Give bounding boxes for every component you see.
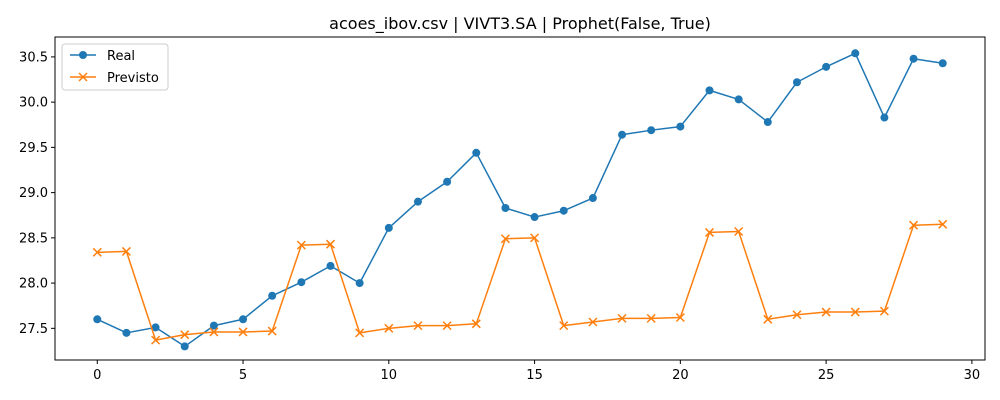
chart-title: acoes_ibov.csv | VIVT3.SA | Prophet(Fals… [329,14,711,34]
y-tick-label: 28.5 [19,231,48,246]
x-tick-label: 5 [239,368,247,383]
axes-frame [54,36,986,361]
data-point-previsto [763,314,773,324]
data-point-real [792,78,801,87]
x-tick-label: 0 [93,368,101,383]
data-point-real [180,342,189,351]
data-point-real [326,261,335,270]
data-point-real [588,194,597,203]
x-tick-label: 30 [964,368,981,383]
data-point-real [472,148,481,157]
legend: Real Previsto [61,43,169,91]
data-point-real [268,291,277,300]
data-point-previsto [92,247,102,257]
data-point-previsto [296,240,306,250]
data-point-previsto [121,246,131,256]
data-point-previsto [530,233,540,243]
data-point-previsto [821,307,831,317]
data-point-previsto [850,307,860,317]
data-point-real [763,118,772,127]
data-point-previsto [938,219,948,229]
data-point-real [530,213,539,222]
legend-real-marker [79,51,87,59]
data-point-previsto [792,310,802,320]
data-point-previsto [588,317,598,327]
data-point-previsto [646,313,656,323]
legend-previsto-marker [78,72,88,82]
y-tick-label: 30.5 [19,50,48,65]
data-point-previsto [355,328,365,338]
data-point-previsto [617,313,627,323]
data-point-real [705,86,714,95]
data-point-real [122,328,131,337]
data-point-previsto [734,226,744,237]
y-tick-label: 30.0 [19,96,48,111]
data-point-real [822,62,831,71]
x-tick-label: 15 [526,368,543,383]
data-point-previsto [471,319,481,329]
data-point-previsto [267,326,277,336]
y-tick-label: 28.0 [19,277,48,292]
data-point-real [443,177,452,186]
data-point-real [734,95,743,104]
data-point-previsto [209,327,219,337]
x-tick-label: 10 [381,368,398,383]
data-point-real [355,279,364,288]
data-point-previsto [180,330,190,340]
data-point-previsto [325,239,336,249]
data-point-real [938,59,947,68]
data-point-real [151,323,160,332]
data-point-real [501,204,510,212]
data-point-real [297,278,306,287]
legend-label-previsto: Previsto [107,71,159,86]
data-point-previsto [413,321,423,331]
data-point-real [851,49,860,58]
data-point-previsto [909,220,919,230]
data-point-previsto [238,327,248,337]
data-point-previsto [500,234,510,244]
data-point-previsto [384,323,394,333]
data-point-real [93,315,102,324]
y-tick-label: 27.5 [19,322,48,337]
data-point-real [618,130,627,139]
x-tick-label: 25 [818,368,835,383]
y-tick-label: 29.5 [19,141,48,156]
data-point-real [647,126,656,135]
data-point-previsto [442,321,452,331]
data-point-real [880,113,889,122]
series-line-previsto [97,223,943,341]
data-point-previsto [559,321,569,331]
data-point-real [384,223,393,232]
x-tick-label: 20 [672,368,689,383]
data-point-previsto [704,227,715,237]
data-point-real [239,315,248,324]
data-point-real [559,206,568,215]
data-point-previsto [879,306,889,316]
data-point-real [209,321,218,330]
data-point-real [909,54,918,63]
legend-label-real: Real [107,49,135,64]
data-point-previsto [675,312,685,323]
data-point-real [676,122,685,131]
series-line-real [96,52,943,348]
data-point-real [413,197,422,206]
y-tick-label: 29.0 [19,186,48,201]
data-point-previsto [151,335,161,345]
